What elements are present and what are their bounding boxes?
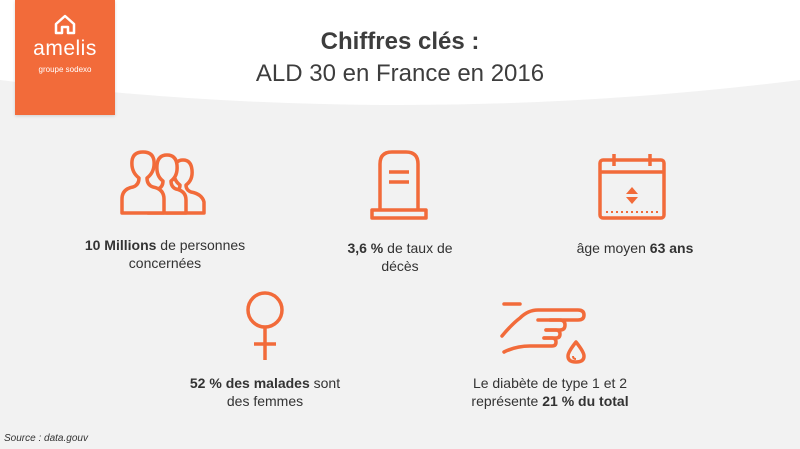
logo-tagline: groupe sodexo — [38, 65, 92, 74]
stat-diabetes-value: 21 % du total — [542, 393, 629, 409]
stat-death-rate-line2: décès — [381, 258, 419, 274]
source-note: Source : data.gouv — [4, 433, 88, 444]
finger-blood-drop-icon — [500, 302, 586, 364]
calendar-icon — [598, 154, 666, 220]
stat-persons: 10 Millions de personnes concernées — [55, 236, 275, 272]
female-symbol-icon — [246, 291, 284, 360]
stat-persons-text: de personnes — [156, 237, 246, 253]
page-title: Chiffres clés : — [320, 28, 480, 55]
people-group-icon — [120, 150, 206, 215]
stat-average-age-value: 63 ans — [649, 240, 694, 256]
stat-women-text: sont — [309, 375, 341, 391]
stat-women-value: 52 % des malades — [189, 375, 310, 391]
stat-average-age-text: âge moyen — [576, 240, 650, 256]
logo-name: amelis — [33, 37, 97, 60]
amelis-logo: amelis groupe sodexo — [15, 0, 115, 115]
stat-death-rate-value: 3,6 % — [347, 240, 384, 256]
stat-persons-value: 10 Millions — [84, 237, 157, 253]
stat-death-rate-text: de taux de — [383, 240, 453, 256]
stat-women: 52 % des malades sont des femmes — [150, 374, 380, 410]
header-band — [0, 0, 800, 105]
page-subtitle: ALD 30 en France en 2016 — [255, 60, 545, 87]
stat-death-rate: 3,6 % de taux de décès — [310, 239, 490, 275]
stat-average-age: âge moyen 63 ans — [530, 239, 740, 257]
stat-diabetes-line1: Le diabète de type 1 et 2 — [472, 375, 628, 391]
tombstone-icon — [370, 150, 428, 220]
stat-diabetes-text: représente — [471, 393, 543, 409]
stat-diabetes: Le diabète de type 1 et 2 représente 21 … — [430, 374, 670, 410]
stat-women-line2: des femmes — [226, 393, 304, 409]
house-logo-icon — [54, 14, 76, 35]
stat-persons-line2: concernées — [128, 255, 202, 271]
